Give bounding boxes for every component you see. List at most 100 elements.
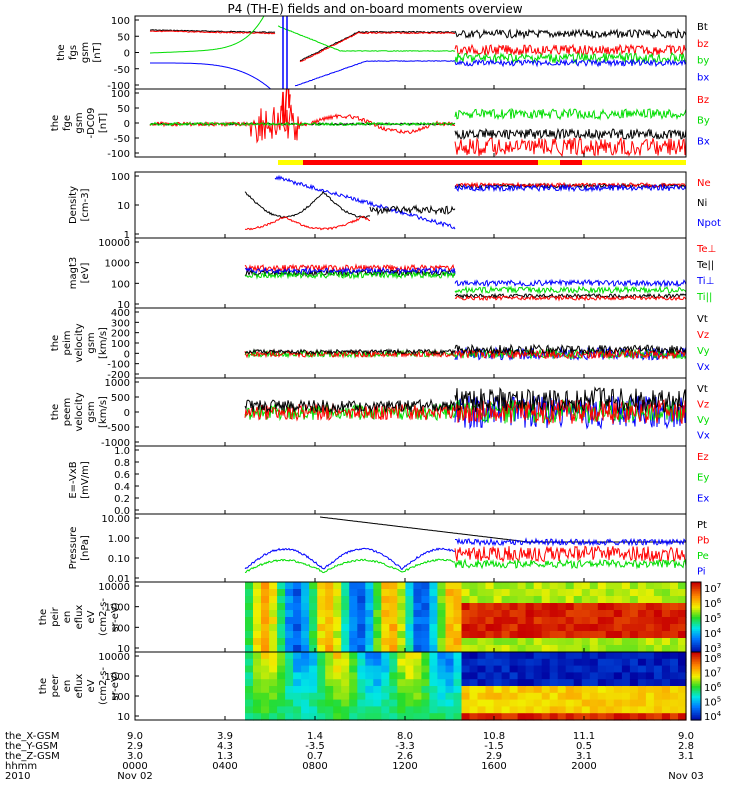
spectrogram-cell: [517, 589, 527, 597]
spectrogram-cell: [541, 692, 551, 701]
spectrogram-cell: [670, 624, 679, 632]
spectrogram-cell: [413, 631, 422, 639]
series-ti-par-right: [454, 285, 686, 295]
spectrogram-cell: [581, 645, 591, 653]
colorbar-cell: [691, 684, 701, 687]
spectrogram-cell: [269, 665, 278, 673]
spectrogram-cell: [477, 596, 487, 604]
spectrogram-cell: [661, 692, 671, 701]
spectrogram-cell: [437, 610, 446, 618]
colorbar-cell: [691, 648, 701, 651]
series-ni: [244, 190, 371, 219]
spectrogram-cell: [301, 706, 310, 714]
spectrogram-cell: [501, 603, 511, 611]
spectrogram-cell: [341, 624, 350, 632]
spectrogram-cell: [373, 713, 382, 721]
colorbar-cell: [691, 646, 701, 650]
spectrogram-cell: [309, 603, 318, 611]
spectrogram-cell: [597, 624, 607, 632]
spectrogram-cell: [621, 617, 631, 625]
colorbar-exponent: 7: [717, 582, 721, 590]
spectrogram-cell: [421, 692, 430, 701]
spectrogram-cell: [285, 624, 294, 632]
spectrogram-cell: [429, 692, 438, 701]
spectrogram-cell: [477, 706, 487, 714]
colorbar-cell: [691, 653, 701, 656]
spectrogram-cell: [565, 645, 575, 653]
spectrogram-cell: [653, 589, 663, 597]
spectrogram-cell: [661, 631, 671, 639]
spectrogram-cell: [549, 638, 559, 646]
spectrogram-cell: [293, 645, 302, 653]
panel-frame-pressure: [134, 513, 687, 583]
spectrogram-cell: [637, 582, 647, 590]
spectrogram-cell: [405, 706, 414, 714]
spectrogram-cell: [469, 658, 479, 667]
y-axis-label-fgs_gsm: fge: [62, 115, 73, 131]
spectrogram-cell: [277, 672, 286, 680]
spectrogram-cell: [557, 603, 567, 611]
spectrogram-cell: [445, 652, 455, 660]
spectrogram-cell: [357, 603, 366, 611]
spectrogram-cell: [373, 617, 382, 625]
spectrogram-cell: [261, 665, 270, 673]
spectrogram-cell: [645, 706, 655, 714]
spectrogram-cell: [325, 638, 334, 646]
spectrogram-cell: [509, 638, 519, 646]
spectrogram-cell: [309, 582, 318, 590]
series-npot-right: [454, 183, 686, 193]
spectrogram-cell: [573, 610, 583, 618]
colorbar-cell: [691, 680, 701, 684]
spectrogram-cell: [317, 692, 326, 701]
series-pe: [244, 558, 456, 574]
spectrogram-cell: [589, 652, 599, 660]
spectrogram-cell: [549, 589, 559, 597]
spectrogram-cell: [277, 686, 286, 694]
spectrogram-cell: [389, 610, 398, 618]
spectrogram-cell: [581, 686, 591, 694]
x-axis-row-label: the_Z-GSM: [5, 751, 60, 762]
spectrogram-cell: [453, 582, 463, 590]
spectrogram-cell: [285, 692, 294, 701]
spectrogram-cell: [309, 631, 318, 639]
spectrogram-cell: [381, 652, 390, 660]
spectrogram-cell: [405, 665, 414, 673]
x-axis-value: 0.7: [307, 751, 323, 762]
spectrogram-cell: [477, 692, 487, 701]
spectrogram-cell: [597, 692, 607, 701]
spectrogram-cell: [678, 582, 687, 590]
spectrogram-cell: [261, 624, 270, 632]
y-tick-label: 200: [111, 329, 130, 340]
series-vt: [244, 398, 456, 414]
spectrogram-cell: [637, 589, 647, 597]
y-tick-label: 400: [111, 308, 130, 319]
series-vy: [244, 402, 456, 422]
spectrogram-cell: [549, 652, 559, 660]
spectrogram-cell: [333, 589, 342, 597]
spectrogram-cell: [389, 692, 398, 701]
spectrogram-cell: [589, 645, 599, 653]
spectrogram-cell: [253, 638, 262, 646]
spectrogram-cell: [573, 596, 583, 604]
spectrogram-cell: [557, 582, 567, 590]
colorbar-cell: [691, 590, 701, 594]
y-axis-label-ion_spec: eV: [86, 610, 97, 623]
colorbar-exponent: 5: [717, 612, 721, 620]
spectrogram-cell: [437, 582, 446, 590]
colorbar-exponent: 6: [717, 681, 722, 689]
spectrogram-cell: [461, 672, 471, 680]
series-ni-mid: [369, 204, 456, 216]
spectrogram-cell: [341, 617, 350, 625]
spectrogram-cell: [597, 713, 607, 721]
spectrogram-cell: [341, 638, 350, 646]
colorbar-cell: [691, 682, 701, 685]
x-axis-value: 3.1: [576, 751, 592, 762]
y-tick-label: -50: [114, 65, 130, 76]
spectrogram-cell: [373, 582, 382, 590]
spectrogram-cell: [421, 652, 430, 660]
spectrogram-cell: [277, 665, 286, 673]
spectrogram-cell: [301, 686, 310, 694]
spectrogram-cell: [285, 617, 294, 625]
spectrogram-cell: [605, 672, 615, 680]
